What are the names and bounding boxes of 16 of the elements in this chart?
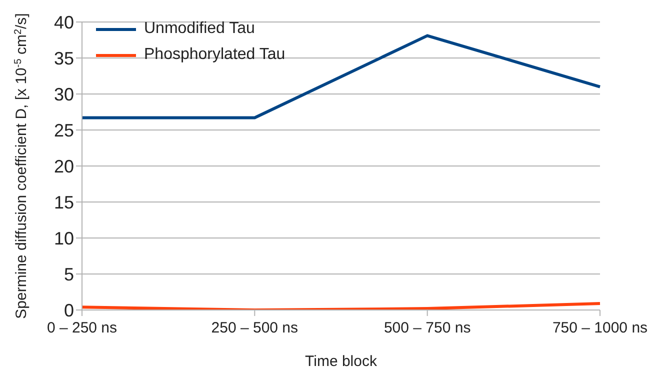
y-tick-label: 30	[54, 84, 74, 104]
x-tick-label: 250 – 500 ns	[211, 320, 298, 337]
y-tick-label: 20	[54, 156, 74, 176]
y-tick-label: 40	[54, 12, 74, 32]
x-tick-label: 500 – 750 ns	[384, 320, 471, 337]
y-tick-label: 0	[64, 300, 74, 320]
y-tick-label: 35	[54, 48, 74, 68]
legend-label: Phosphorylated Tau	[144, 45, 286, 65]
x-tick-label: 750 – 1000 ns	[552, 320, 648, 337]
x-tick-label: 0 – 250 ns	[46, 320, 118, 337]
y-tick-label: 15	[54, 192, 74, 212]
y-tick-label: 5	[64, 264, 74, 284]
legend-label: Unmodified Tau	[144, 19, 255, 39]
y-tick-label: 25	[54, 120, 74, 140]
x-axis-title: Time block	[305, 353, 378, 370]
y-tick-label: 10	[54, 228, 74, 248]
